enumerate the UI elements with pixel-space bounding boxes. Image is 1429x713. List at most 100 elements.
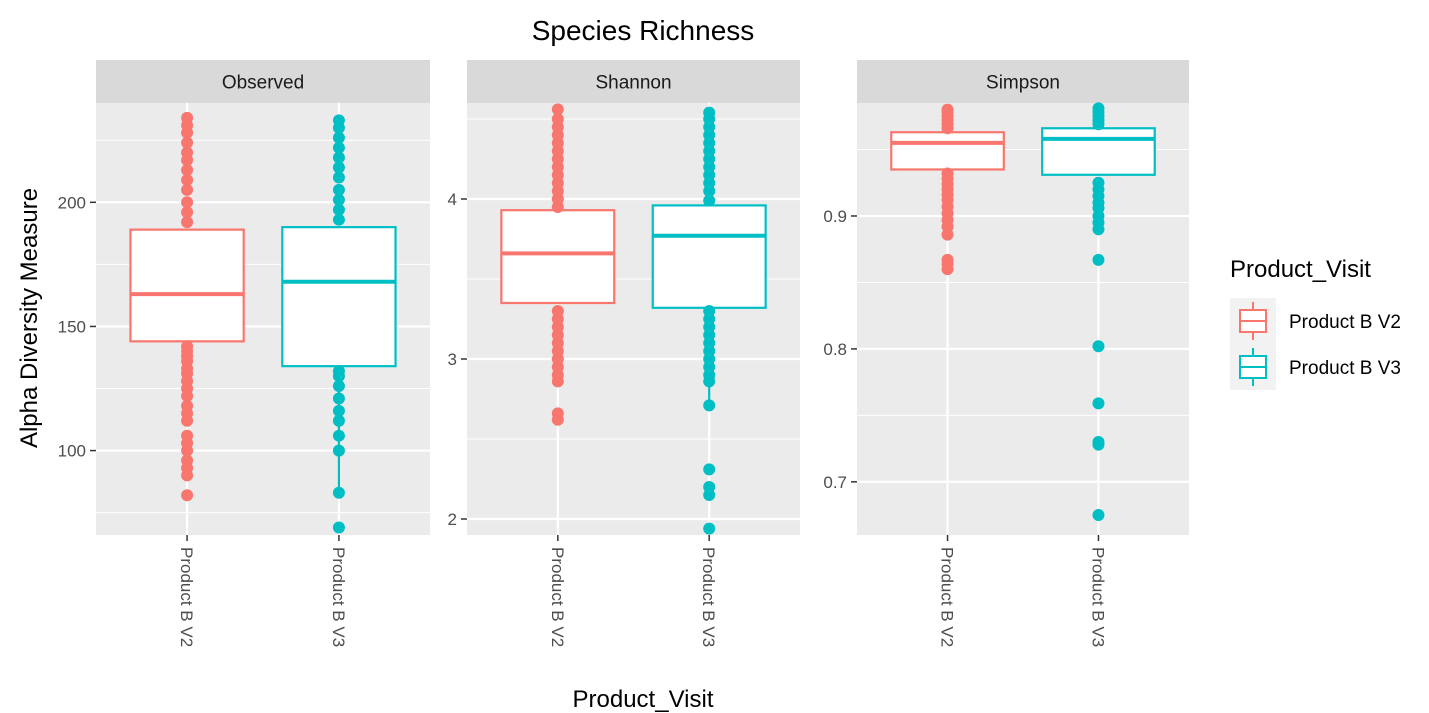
outlier-point [1092, 509, 1105, 522]
y-tick-label: 0.9 [823, 207, 847, 226]
box-iqr [890, 131, 1005, 171]
outlier-point [181, 454, 194, 467]
outlier-point [1092, 340, 1105, 353]
outlier-point [181, 489, 194, 502]
y-tick-label: 4 [448, 190, 457, 209]
y-tick-label: 100 [58, 442, 86, 461]
legend-entry-product-b-v3: Product B V3 [1230, 344, 1401, 390]
y-axis-title: Alpha Diversity Measure [16, 188, 43, 448]
panel-background-shannon [467, 103, 800, 535]
x-tick-label: Product B V3 [1088, 547, 1107, 647]
x-axis-title: Product_Visit [573, 686, 714, 713]
outlier-point [332, 392, 345, 405]
outlier-point [703, 399, 716, 412]
x-tick-label: Product B V2 [938, 547, 957, 647]
outlier-point [551, 305, 564, 317]
outlier-point [181, 146, 194, 159]
x-tick-label: Product B V2 [177, 547, 196, 647]
outlier-point [332, 444, 345, 457]
outlier-point [181, 216, 194, 229]
outlier-point [332, 380, 345, 393]
strip-simpson [857, 60, 1189, 103]
box-iqr [651, 204, 767, 309]
outlier-point [332, 203, 345, 216]
outlier-point [181, 340, 194, 353]
outlier-point [941, 253, 954, 266]
outlier-point [941, 103, 954, 116]
y-tick-label: 3 [448, 350, 457, 369]
outlier-point [703, 106, 716, 119]
legend-entries: Product B V2 Product B V3 [1230, 298, 1401, 390]
outlier-point [181, 136, 194, 149]
outlier-point [181, 111, 194, 124]
outlier-point [332, 486, 345, 499]
y-tick-label: 2 [448, 510, 457, 529]
box-simpson-product-b-v3 [1041, 102, 1156, 522]
box-shannon-product-b-v2 [500, 103, 616, 426]
outlier-point [1092, 102, 1105, 115]
y-tick-label: 200 [58, 193, 86, 212]
strip-label-observed: Observed [222, 73, 304, 94]
outlier-point [332, 161, 345, 174]
box-iqr [1041, 127, 1156, 176]
outlier-point [551, 407, 564, 420]
legend-label: Product B V3 [1289, 358, 1401, 379]
outlier-point [551, 103, 564, 116]
outlier-point [332, 183, 345, 196]
strip-label-simpson: Simpson [986, 73, 1060, 94]
outlier-point [332, 365, 345, 378]
outlier-point [181, 196, 194, 209]
outlier-point [181, 173, 194, 186]
outlier-point [1092, 253, 1105, 266]
outlier-point [181, 164, 194, 177]
legend-label: Product B V2 [1289, 312, 1401, 333]
outlier-point [1092, 435, 1105, 448]
panel-simpson: Simpson 0.7 0.8 0.9 Product B V2 Product B V3 [823, 60, 1189, 647]
outlier-point [703, 522, 716, 535]
strip-observed [96, 60, 430, 103]
outlier-point [703, 463, 716, 476]
box-iqr [281, 226, 397, 368]
legend-entry-product-b-v2: Product B V2 [1230, 298, 1401, 344]
box-observed-product-b-v3 [281, 114, 397, 534]
outlier-point [551, 113, 564, 125]
panel-observed: Observed 100 150 200 Product B V2 Product B V… [58, 60, 430, 647]
outlier-point [181, 206, 194, 219]
outlier-point [703, 194, 716, 207]
outlier-point [332, 114, 345, 127]
outlier-point [1092, 397, 1105, 410]
chart-title: Species Richness [532, 15, 755, 46]
outlier-point [332, 151, 345, 164]
legend: Product_Visit Product B V2 Product B V3 [1230, 256, 1401, 390]
outlier-point [332, 414, 345, 427]
box-simpson-product-b-v2 [890, 103, 1005, 276]
outlier-point [332, 141, 345, 154]
x-tick-label: Product B V3 [329, 547, 348, 647]
outlier-point [1092, 176, 1105, 189]
outlier-point [332, 521, 345, 534]
outlier-point [181, 399, 194, 412]
strip-label-shannon: Shannon [595, 73, 671, 94]
outlier-point [181, 183, 194, 196]
outlier-point [332, 131, 345, 144]
x-tick-label: Product B V2 [548, 547, 567, 647]
x-tick-label: Product B V3 [699, 547, 718, 647]
box-iqr [500, 209, 616, 305]
box-iqr [129, 228, 245, 343]
legend-title: Product_Visit [1230, 256, 1371, 283]
outlier-point [332, 429, 345, 442]
y-tick-label: 0.7 [823, 473, 847, 492]
strip-shannon [467, 60, 800, 103]
y-tick-label: 0.8 [823, 340, 847, 359]
outlier-point [703, 305, 716, 317]
y-tick-label: 150 [58, 317, 86, 336]
outlier-point [332, 193, 345, 206]
outlier-point [941, 167, 954, 180]
outlier-point [332, 171, 345, 184]
outlier-point [181, 429, 194, 442]
facet-panels: Observed 100 150 200 Product B V2 Product B V… [58, 60, 1189, 647]
panel-shannon: Shannon 2 3 4 Product B V2 Product B V3 [448, 60, 800, 647]
box-observed-product-b-v2 [129, 111, 245, 502]
box-shannon-product-b-v3 [651, 106, 767, 535]
